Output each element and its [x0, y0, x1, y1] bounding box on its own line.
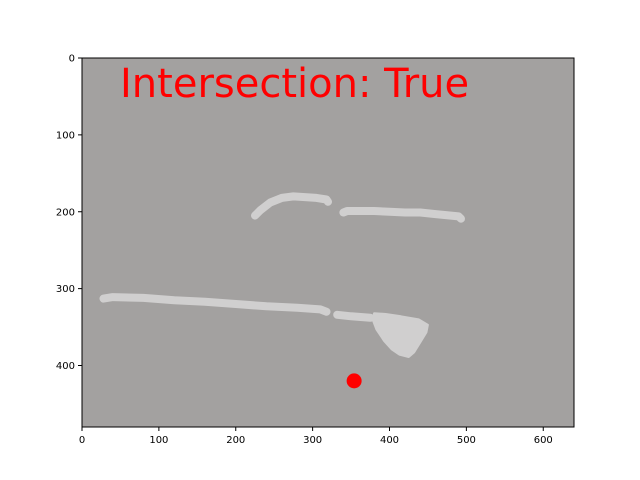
y-tick-label-100: 100: [56, 130, 75, 141]
x-tick-label-200: 200: [226, 435, 245, 446]
x-tick-label-0: 0: [79, 435, 85, 446]
y-tick-label-400: 400: [56, 361, 75, 372]
x-tick-label-100: 100: [149, 435, 168, 446]
strokes-layer: [99, 192, 465, 358]
blob-region: [371, 312, 429, 358]
stroke-1: [251, 192, 332, 220]
point-1: [346, 373, 362, 389]
y-tick-label-0: 0: [69, 54, 75, 65]
x-tick-label-300: 300: [303, 435, 322, 446]
x-tick-label-600: 600: [534, 435, 553, 446]
points-layer: [346, 373, 362, 389]
x-axis: 0 100 200 300 400 500 600: [79, 427, 553, 446]
plot-background: [82, 58, 574, 427]
stroke-3: [99, 293, 331, 316]
stroke-4: [333, 310, 375, 322]
y-axis: 0 100 200 300 400: [56, 54, 82, 372]
x-tick-label-400: 400: [380, 435, 399, 446]
y-tick-label-200: 200: [56, 207, 75, 218]
plot-frame: [81, 57, 575, 428]
intersection-label: Intersection: True: [120, 61, 469, 107]
x-tick-label-500: 500: [457, 435, 476, 446]
y-tick-label-300: 300: [56, 284, 75, 295]
stroke-2: [339, 207, 465, 223]
